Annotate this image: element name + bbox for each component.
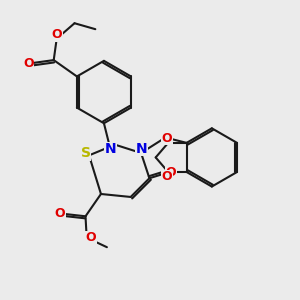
Text: O: O [86,231,97,244]
Text: O: O [166,167,176,179]
Text: O: O [55,207,65,220]
Text: O: O [161,132,172,145]
Text: S: S [80,146,91,160]
Text: N: N [105,142,116,156]
Text: O: O [51,28,62,41]
Text: N: N [136,142,148,155]
Text: O: O [161,170,172,183]
Text: O: O [23,57,34,70]
